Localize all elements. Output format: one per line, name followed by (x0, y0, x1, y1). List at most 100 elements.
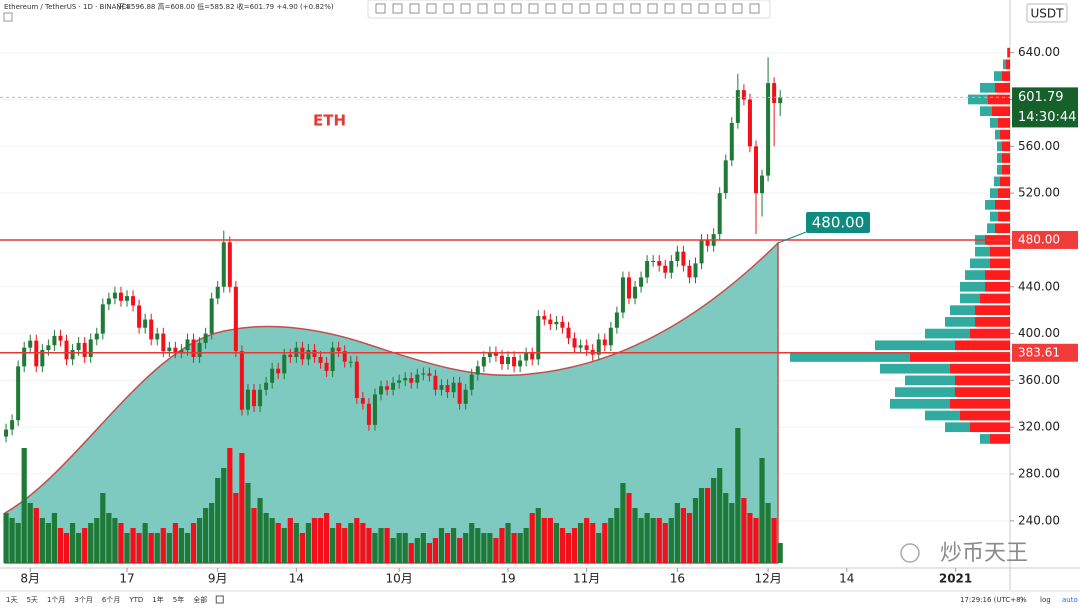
tool-icon[interactable] (511, 3, 522, 14)
countdown-label: 14:30:44 (1018, 110, 1076, 125)
profile-down (1000, 129, 1010, 140)
range-button[interactable]: 5天 (26, 596, 37, 604)
tool-icon[interactable] (562, 3, 573, 14)
candle-body (143, 319, 148, 328)
volume-bar (112, 518, 118, 563)
candle-body (445, 385, 450, 393)
candle-body (687, 265, 692, 278)
profile-up (945, 422, 970, 433)
candle-body (40, 349, 45, 367)
profile-up (960, 281, 985, 292)
tool-icon[interactable] (681, 3, 692, 14)
candle-body (318, 356, 323, 363)
tool-icon[interactable] (375, 3, 386, 14)
symbol-title: Ethereum / TetherUS · 1D · BINANCE (4, 3, 131, 11)
profile-down (955, 340, 1010, 351)
tool-icon[interactable] (392, 3, 403, 14)
collapse-button[interactable] (3, 12, 13, 22)
tool-icon[interactable] (409, 3, 420, 14)
tool-icon[interactable] (494, 3, 505, 14)
volume-bar (747, 513, 753, 563)
candle-body (530, 353, 535, 360)
tool-icon[interactable] (715, 3, 726, 14)
volume-bar (535, 508, 541, 563)
volume-bar (547, 518, 553, 563)
x-tick-label: 8月 (20, 572, 40, 586)
candle-body (137, 305, 142, 328)
volume-bar (396, 533, 402, 563)
range-button[interactable]: 5年 (173, 595, 184, 604)
tool-icon[interactable] (613, 3, 624, 14)
tool-icon[interactable] (443, 3, 454, 14)
candle-body (330, 347, 335, 372)
volume-bar (717, 468, 723, 563)
tool-icon[interactable] (460, 3, 471, 14)
range-button[interactable]: 6个月 (102, 596, 120, 604)
profile-down (950, 363, 1010, 374)
profile-down (1008, 47, 1010, 58)
candle-body (94, 333, 99, 340)
profile-up (950, 305, 975, 316)
candle-body (596, 339, 601, 355)
volume-bar (414, 538, 420, 563)
scale-option[interactable]: % (1020, 596, 1027, 604)
range-button[interactable]: 1个月 (47, 596, 65, 604)
tool-icon[interactable] (630, 3, 641, 14)
tool-icon[interactable] (647, 3, 658, 14)
candle-body (681, 251, 686, 266)
candle-body (167, 347, 172, 352)
date-range-button[interactable] (215, 595, 224, 604)
volume-bar (275, 523, 281, 563)
range-button[interactable]: 全部 (193, 595, 207, 604)
range-button[interactable]: 3个月 (74, 596, 92, 604)
candle-body (427, 373, 432, 376)
range-button[interactable]: 1年 (152, 595, 163, 604)
x-tick-label: 14 (289, 572, 304, 586)
tool-icon[interactable] (426, 3, 437, 14)
candle-body (64, 340, 69, 360)
volume-bar (475, 528, 481, 563)
volume-bar (3, 513, 9, 563)
volume-bar (209, 503, 215, 563)
last-price-label: 601.79 (1018, 90, 1064, 105)
candle-body (239, 351, 244, 410)
y-tick-label: 240.00 (1018, 513, 1060, 527)
tool-icon[interactable] (664, 3, 675, 14)
volume-bar (626, 493, 632, 563)
tool-icon[interactable] (732, 3, 743, 14)
scale-option[interactable]: log (1040, 596, 1051, 604)
candle-body (161, 333, 166, 352)
volume-bar (257, 498, 263, 563)
profile-down (975, 305, 1010, 316)
candle-body (451, 382, 456, 393)
tool-icon[interactable] (528, 3, 539, 14)
price-label: 383.61 (1018, 345, 1060, 359)
candle-body (112, 292, 117, 299)
volume-bar (571, 528, 578, 563)
volume-bar (668, 518, 674, 563)
candle-body (173, 347, 178, 353)
tool-icon[interactable] (749, 3, 760, 14)
candle-body (735, 90, 740, 123)
range-button[interactable]: 1天 (6, 596, 17, 604)
candle-body (149, 319, 154, 340)
candle-body (221, 242, 226, 287)
scale-option[interactable]: auto (1062, 596, 1078, 604)
tool-icon[interactable] (698, 3, 709, 14)
profile-up (905, 375, 955, 386)
volume-bar (378, 528, 384, 563)
candle-body (614, 312, 619, 328)
candle-body (747, 99, 752, 147)
tool-icon[interactable] (477, 3, 488, 14)
profile-down (1006, 59, 1010, 70)
volume-bar (21, 448, 27, 563)
volume-bar (614, 508, 620, 563)
range-button[interactable]: YTD (128, 596, 143, 604)
volume-bar (269, 518, 275, 563)
tool-icon[interactable] (596, 3, 607, 14)
candle-body (288, 354, 293, 357)
tool-icon[interactable] (579, 3, 590, 14)
volume-bar (45, 523, 51, 563)
tool-icon[interactable] (545, 3, 556, 14)
profile-up (875, 340, 955, 351)
